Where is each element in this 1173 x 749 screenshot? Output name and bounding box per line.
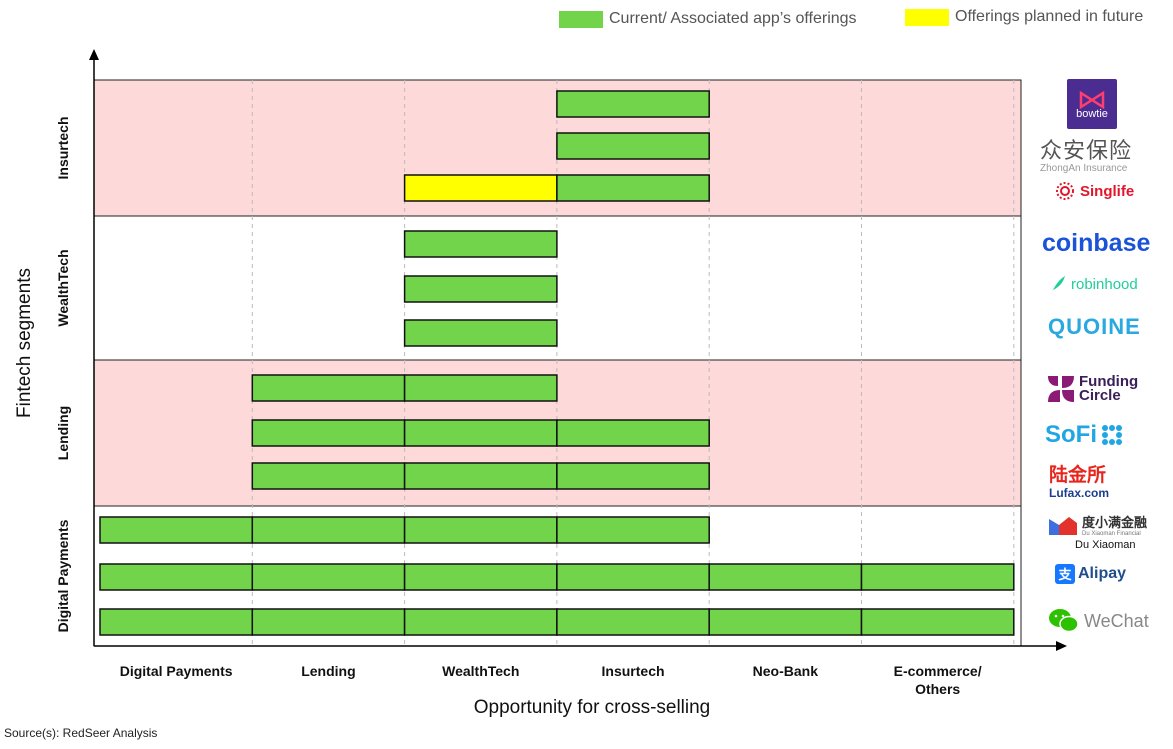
- svg-text:支: 支: [1057, 567, 1072, 583]
- x-axis-arrow-icon: [1056, 641, 1067, 651]
- bar-alipay-lending: [251, 563, 406, 591]
- x-tick-label-neo-bank: Neo-Bank: [753, 663, 819, 679]
- bar-funding-circle-lending: [251, 374, 406, 402]
- bar-alipay-insurtech: [556, 563, 710, 591]
- bar-alipay-wealthtech: [403, 563, 558, 591]
- logo-zhongan: 众安保险 ZhongAn Insurance: [1040, 139, 1133, 174]
- bar-wechat-lending: [251, 608, 406, 636]
- x-tick-label-e-commerce-others: E-commerce/Others: [894, 663, 982, 697]
- bar-lufax-wealthtech: [403, 462, 558, 490]
- logo-funding-circle: Funding Circle: [1046, 374, 1149, 404]
- bar-wechat-neo-bank: [708, 608, 863, 636]
- wechat-icon: [1049, 609, 1079, 633]
- bar-du-xiaoman-insurtech: [556, 516, 710, 544]
- y-axis-arrow-icon: [89, 49, 99, 60]
- bar-alipay-neo-bank: [708, 563, 863, 591]
- y-segment-label-wealthtech: WealthTech: [55, 249, 71, 326]
- bar-wechat-wealthtech: [403, 608, 558, 636]
- funding-circle-icon: [1048, 376, 1074, 402]
- logo-quoine: QUOINE: [1048, 314, 1141, 339]
- bar-sofi-wealthtech: [403, 419, 558, 447]
- x-tick-label-insurtech: Insurtech: [602, 663, 665, 679]
- logo-bowtie: bowtie: [1067, 79, 1117, 129]
- bar-wechat-e-commerce-others: [860, 608, 1015, 636]
- bar-singlife-insurtech: [556, 174, 710, 202]
- sofi-dots-icon: [1102, 425, 1122, 445]
- bar-du-xiaoman-lending: [251, 516, 406, 544]
- x-tick-label-wealthtech: WealthTech: [442, 663, 519, 679]
- legend-current: Current/ Associated app’s offerings: [559, 10, 857, 28]
- y-segment-label-insurtech: Insurtech: [55, 116, 71, 179]
- bar-wechat-insurtech: [556, 608, 710, 636]
- logo-singlife: Singlife: [1053, 179, 1134, 203]
- bar-robinhood-wealthtech: [403, 275, 558, 303]
- x-tick-label-lending: Lending: [301, 663, 355, 679]
- bar-lufax-insurtech: [556, 462, 710, 490]
- logo-robinhood: robinhood: [1047, 273, 1138, 295]
- logo-sofi: SoFi: [1045, 421, 1124, 449]
- logo-duxiaoman: 度小满金融 Du Xiaoman Financial Du Xiaoman: [1047, 512, 1147, 551]
- singlife-icon: [1056, 182, 1074, 200]
- bar-bowtie-insurtech: [556, 90, 710, 118]
- alipay-icon: 支: [1055, 564, 1075, 584]
- bar-coinbase-wealthtech: [403, 230, 558, 258]
- bar-du-xiaoman-wealthtech: [403, 516, 558, 544]
- y-segment-label-digital-payments: Digital Payments: [55, 519, 71, 632]
- legend-current-label: Current/ Associated app’s offerings: [609, 10, 857, 27]
- x-axis-title: Opportunity for cross-selling: [474, 697, 711, 718]
- legend-current-swatch: [559, 10, 603, 28]
- bar-alipay-e-commerce-others: [860, 563, 1015, 591]
- y-segment-label-lending: Lending: [55, 406, 71, 460]
- bar-sofi-lending: [251, 419, 406, 447]
- logo-alipay: 支 Alipay: [1055, 564, 1126, 584]
- feather-icon: [1051, 276, 1065, 293]
- y-axis-title: Fintech segments: [14, 268, 35, 418]
- duxiaoman-icon: [1049, 516, 1077, 535]
- bar-singlife-wealthtech: [403, 174, 558, 202]
- source-note: Source(s): RedSeer Analysis: [4, 726, 158, 740]
- bar-wechat-digital-payments: [99, 608, 254, 636]
- bowtie-icon: [1079, 90, 1105, 110]
- bar-lufax-lending: [251, 462, 406, 490]
- logo-lufax: 陆金所 Lufax.com: [1049, 464, 1110, 500]
- bar-funding-circle-wealthtech: [403, 374, 558, 402]
- legend-future-swatch: [905, 8, 949, 26]
- bar-quoine-wealthtech: [403, 319, 558, 347]
- bar-du-xiaoman-digital-payments: [99, 516, 254, 544]
- bar-alipay-digital-payments: [99, 563, 254, 591]
- legend-future: Offerings planned in future: [905, 8, 1143, 26]
- bar-zhongan-insurance-insurtech: [556, 132, 710, 160]
- legend-future-label: Offerings planned in future: [955, 8, 1144, 25]
- bar-sofi-insurtech: [556, 419, 710, 447]
- logo-coinbase: coinbase: [1042, 229, 1151, 257]
- x-tick-label-digital-payments: Digital Payments: [120, 663, 233, 679]
- logo-wechat: WeChat: [1048, 608, 1149, 634]
